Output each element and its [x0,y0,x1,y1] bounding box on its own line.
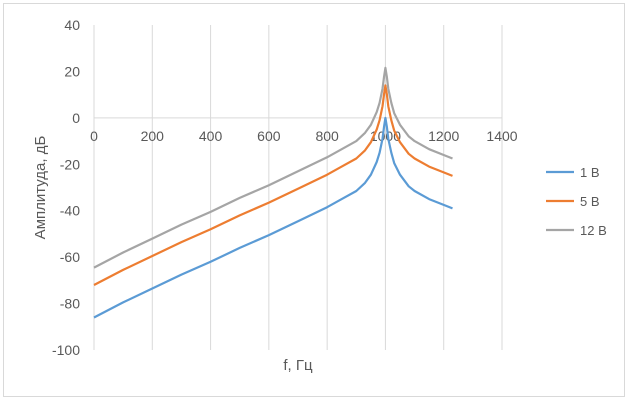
x-tick-label-0: 0 [90,128,98,144]
axes [93,25,502,350]
legend-label-2: 12 В [580,223,607,238]
legend: 1 В 5 В 12 В [546,165,607,238]
x-tick-label-6: 1200 [428,128,459,144]
y-tick-label-6: -80 [60,296,80,312]
y-tick-label-3: -20 [60,156,80,172]
y-tick-label-0: 40 [64,17,80,33]
series-lines [93,66,453,319]
grid [151,25,503,350]
x-tick-label-1: 200 [141,128,165,144]
x-tick-label-3: 600 [257,128,281,144]
y-tick-labels: 40 20 0 -20 -40 -60 -80 -100 [52,17,80,358]
legend-label-0: 1 В [580,165,600,180]
y-tick-label-1: 20 [64,63,80,79]
x-tick-label-7: 1400 [486,128,517,144]
series-line-2 [93,66,453,269]
legend-label-1: 5 В [580,194,600,209]
x-tick-label-5: 1000 [370,128,401,144]
y-tick-label-7: -100 [52,342,80,358]
x-tick-label-4: 800 [315,128,339,144]
x-tick-labels: 0 200 400 600 800 1000 1200 1400 [90,128,518,144]
series-line-1 [93,84,453,286]
y-tick-label-4: -40 [60,203,80,219]
x-axis-title: f, Гц [283,357,313,374]
y-tick-label-2: 0 [72,110,80,126]
x-tick-label-2: 400 [199,128,223,144]
y-axis-title: Амплитуда, дБ [32,136,49,240]
chart-frame [3,3,625,397]
y-tick-label-5: -60 [60,249,80,265]
series-line-0 [93,116,453,319]
